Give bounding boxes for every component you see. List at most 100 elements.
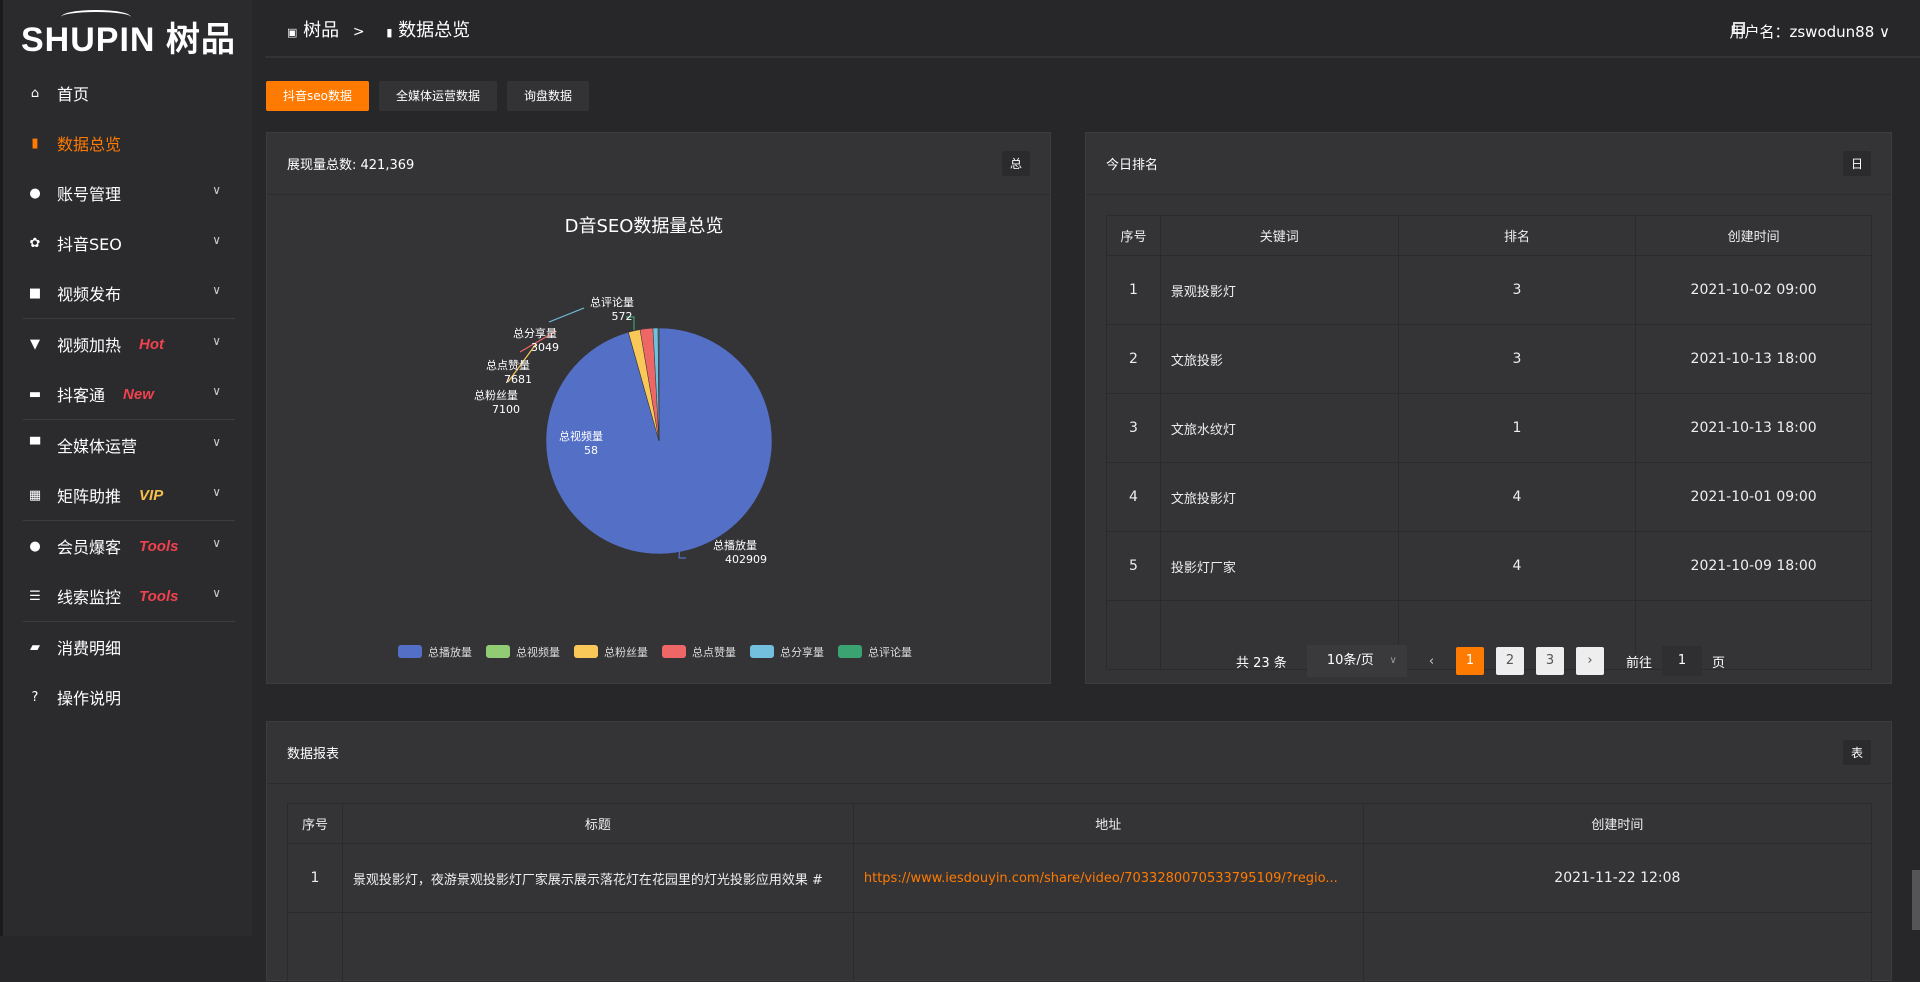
- prev-page-button[interactable]: ‹: [1428, 653, 1435, 669]
- sidebar-item[interactable]: ● 会员爆客 Tools ∨: [3, 521, 255, 571]
- total-count: 共 23 条: [1236, 655, 1287, 671]
- sidebar-item[interactable]: ✿ 抖音SEO ∨: [3, 218, 255, 268]
- sidebar-item[interactable]: ▦ 矩阵助推 VIP ∨: [3, 470, 255, 520]
- tab-inquiry[interactable]: 询盘数据: [507, 81, 590, 111]
- sidebar-item[interactable]: ? 操作说明: [3, 672, 255, 722]
- scrollbar[interactable]: [1912, 870, 1920, 930]
- page-size-select[interactable]: 10条/页 ∨: [1306, 645, 1407, 677]
- total-badge[interactable]: 总: [1001, 151, 1030, 176]
- slice-label: 总播放量: [713, 538, 757, 552]
- table-row[interactable]: 1 景观投影灯 3 2021-10-02 09:00: [1106, 255, 1872, 325]
- sidebar-item[interactable]: ▬ 抖客通 New ∨: [3, 369, 255, 419]
- pie-card-title: 展现量总数: 421,369: [287, 158, 415, 173]
- tab-douyin-seo[interactable]: 抖音seo数据: [266, 81, 369, 111]
- table-row[interactable]: 4 文旅投影灯 4 2021-10-01 09:00: [1106, 462, 1872, 532]
- sidebar-item[interactable]: ▮ 数据总览: [3, 118, 255, 168]
- sliders-icon: ☰: [29, 588, 41, 604]
- table-cell[interactable]: https://www.iesdouyin.com/share/video/70…: [852, 843, 1364, 913]
- table-cell: 4: [1106, 462, 1161, 532]
- legend-swatch[interactable]: [662, 645, 686, 658]
- legend-swatch[interactable]: [398, 645, 422, 658]
- label-line: [626, 316, 635, 330]
- slice-value: 572: [612, 310, 633, 323]
- fullscreen-icon[interactable]: [1733, 22, 1745, 34]
- user-menu[interactable]: 用户名：zswodun88 ∨: [1729, 21, 1890, 42]
- column-header: 标题: [341, 803, 854, 844]
- logo: SHUPIN 树品: [21, 10, 236, 61]
- chevron-down-icon: ∨: [212, 384, 221, 398]
- slice-value: 58: [584, 444, 598, 457]
- table-header: 序号 标题 地址 创建时间: [287, 803, 1873, 844]
- slice-value: 7100: [492, 403, 520, 416]
- legend-label[interactable]: 总点赞量: [692, 645, 736, 659]
- chart-title: D音SEO数据量总览: [565, 216, 724, 237]
- table-row[interactable]: 1 景观投影灯，夜游景观投影灯厂家展示展示落花灯在花园里的灯光投影应用效果 # ht…: [287, 843, 1873, 913]
- slice-value: 7681: [504, 373, 532, 386]
- page-1-button[interactable]: 1: [1456, 647, 1485, 675]
- table-badge[interactable]: 表: [1842, 740, 1871, 765]
- label-line: [678, 544, 686, 559]
- legend-label[interactable]: 总视频量: [516, 645, 560, 659]
- table-cell: 3: [1397, 324, 1637, 394]
- table-cell: 文旅水纹灯: [1159, 393, 1399, 463]
- sidebar-item-label: 数据总览: [57, 135, 122, 154]
- sidebar-item[interactable]: ▀ 全媒体运营 ∨: [3, 420, 255, 470]
- divider: [23, 621, 235, 622]
- table-cell: 2021-10-13 18:00: [1635, 324, 1872, 394]
- slice-label: 总视频量: [559, 429, 603, 443]
- page-2-button[interactable]: 2: [1496, 647, 1525, 675]
- sidebar-item[interactable]: ⌂ 首页: [3, 68, 255, 118]
- sidebar-item-label: 会员爆客: [57, 538, 122, 557]
- pie-slice[interactable]: [657, 327, 660, 442]
- table-cell: 投影灯厂家: [1159, 531, 1399, 601]
- grid-icon: ▦: [28, 487, 42, 503]
- camera-icon: ■: [28, 285, 42, 301]
- table-cell: 1: [1397, 393, 1637, 463]
- table-cell: 2021-10-02 09:00: [1635, 255, 1872, 325]
- legend-label[interactable]: 总评论量: [868, 645, 912, 659]
- legend-swatch[interactable]: [486, 645, 510, 658]
- column-header: 排名: [1397, 215, 1637, 256]
- sidebar-item[interactable]: ▰ 消费明细: [3, 622, 255, 672]
- legend-swatch[interactable]: [574, 645, 598, 658]
- breadcrumb-separator: >: [352, 24, 365, 40]
- next-page-button[interactable]: ›: [1576, 647, 1605, 675]
- sidebar-item-label: 矩阵助推: [57, 487, 122, 506]
- sidebar-item-label: 消费明细: [57, 639, 122, 658]
- monitor-icon: ▀: [30, 437, 40, 453]
- table-cell: 1: [1106, 255, 1161, 325]
- sidebar-item[interactable]: ● 账号管理 ∨: [3, 168, 255, 218]
- table-row[interactable]: 5 投影灯厂家 4 2021-10-09 18:00: [1106, 531, 1872, 601]
- label-line: [519, 330, 557, 353]
- column-header: 创建时间: [1362, 803, 1873, 844]
- goto-label: 前往: [1626, 655, 1653, 671]
- table-row[interactable]: 3 文旅水纹灯 1 2021-10-13 18:00: [1106, 393, 1872, 463]
- rank-card: 今日排名日 序号 关键词 排名 创建时间 1 景观投影灯 3 2021-10-02 09:00…: [1085, 132, 1892, 684]
- table-row[interactable]: [287, 912, 1873, 982]
- chevron-down-icon: ∨: [212, 435, 221, 449]
- breadcrumb-root[interactable]: 树品: [303, 20, 340, 41]
- table-header: 序号 关键词 排名 创建时间: [1106, 215, 1872, 256]
- legend-label[interactable]: 总分享量: [780, 645, 824, 659]
- day-badge[interactable]: 日: [1842, 151, 1871, 176]
- legend-label[interactable]: 总播放量: [428, 645, 472, 659]
- divider: [23, 419, 235, 420]
- tab-media-ops[interactable]: 全媒体运营数据: [378, 81, 497, 111]
- legend-label[interactable]: 总粉丝量: [604, 645, 648, 659]
- bar-chart-icon: ▮: [386, 26, 393, 39]
- sidebar-item-tag: Tools: [139, 537, 179, 555]
- legend-swatch[interactable]: [838, 645, 862, 658]
- chevron-down-icon: ∨: [212, 183, 221, 197]
- page-3-button[interactable]: 3: [1536, 647, 1565, 675]
- legend-swatch[interactable]: [750, 645, 774, 658]
- goto-page-input[interactable]: 1: [1662, 646, 1703, 676]
- sidebar-item-tag: Hot: [139, 335, 165, 353]
- sidebar-nav: ⌂ 首页 ▮ 数据总览 ● 账号管理 ∨ ✿ 抖音SEO ∨ ■ 视频发布 ∨ ▼ 视频加热 Hot ∨ ▬ 抖客通…: [3, 68, 255, 722]
- table-row[interactable]: 2 文旅投影 3 2021-10-13 18:00: [1106, 324, 1872, 394]
- chevron-down-icon: ∨: [212, 586, 221, 600]
- sidebar-item[interactable]: ☰ 线索监控 Tools ∨: [3, 571, 255, 621]
- flag-icon: ▼: [30, 336, 40, 352]
- sidebar-item[interactable]: ■ 视频发布 ∨: [3, 268, 255, 318]
- sidebar-item[interactable]: ▼ 视频加热 Hot ∨: [3, 319, 255, 369]
- table-cell: 文旅投影灯: [1159, 462, 1399, 532]
